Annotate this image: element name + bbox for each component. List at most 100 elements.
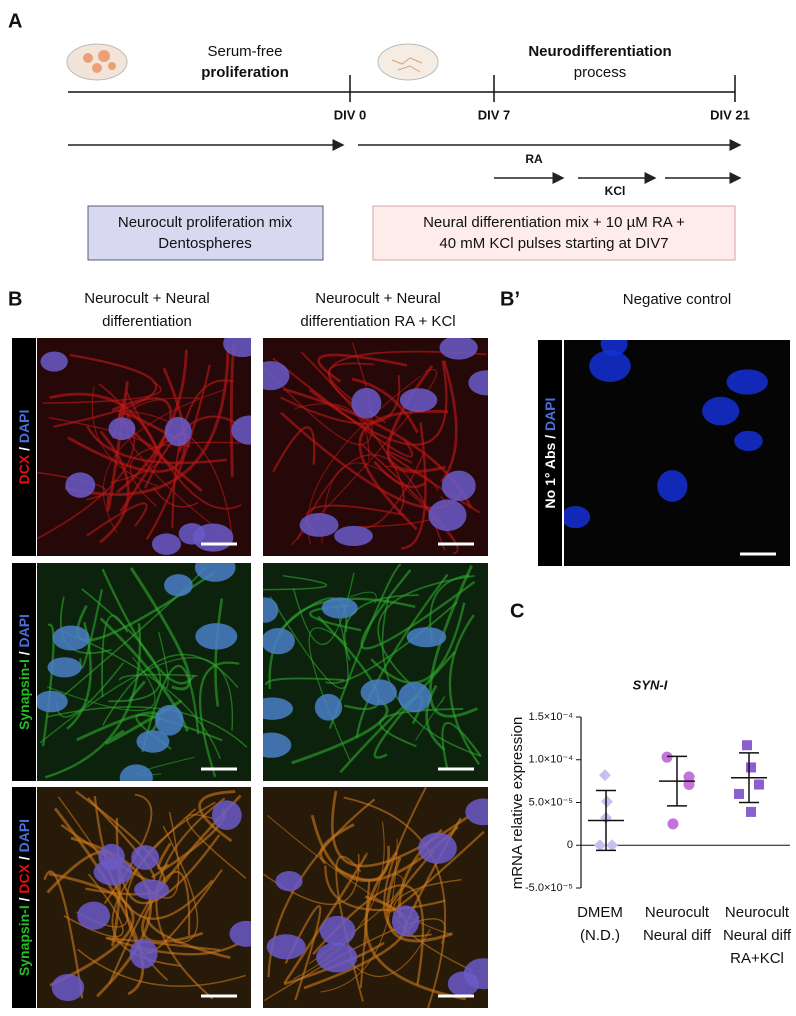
- fiber: [214, 598, 224, 707]
- fiber: [317, 353, 408, 383]
- fiber: [377, 575, 475, 690]
- nucleus: [263, 732, 292, 758]
- fiber: [360, 569, 476, 650]
- fiber: [263, 575, 328, 591]
- fiber: [41, 623, 55, 747]
- fiber: [108, 870, 191, 985]
- row-label-part: DCX: [16, 454, 32, 484]
- nucleus: [441, 470, 476, 502]
- nucleus: [734, 430, 763, 452]
- nucleus: [600, 340, 628, 356]
- nucleus: [40, 351, 68, 372]
- fiber: [145, 364, 211, 540]
- fiber: [42, 381, 162, 404]
- data-point: [734, 788, 744, 799]
- fiber: [105, 936, 240, 956]
- dish-icon: [66, 43, 128, 81]
- nucleus: [211, 800, 242, 831]
- column-header: Neurocult + Neural: [84, 290, 209, 307]
- row-label-part: /: [16, 443, 32, 455]
- fiber: [386, 465, 439, 492]
- nucleus: [391, 905, 420, 937]
- row-label-part: /: [16, 894, 32, 906]
- nucleus: [398, 682, 431, 713]
- image-content: [564, 340, 768, 529]
- y-tick-label: 1.0×10⁻⁴: [529, 754, 574, 766]
- fiber: [321, 462, 460, 547]
- image-content: [37, 563, 251, 781]
- fiber: [44, 623, 142, 779]
- row-label-part: Synapsin-I: [16, 659, 32, 730]
- x-tick-label: (N.D.): [580, 927, 620, 944]
- box: [372, 205, 736, 261]
- y-tick-label: 1.5×10⁻⁴: [529, 711, 574, 723]
- micrograph: [37, 787, 251, 1008]
- row-label: No 1° Abs / DAPI: [542, 398, 558, 509]
- data-point: [606, 839, 618, 852]
- fiber: [266, 814, 453, 936]
- fiber: [328, 563, 402, 730]
- nucleus: [726, 369, 768, 395]
- pulse-label: KCl: [605, 184, 626, 198]
- fiber: [86, 502, 148, 537]
- nucleus: [589, 350, 631, 382]
- nucleus: [399, 388, 438, 413]
- timepoint: DIV 0: [334, 107, 367, 122]
- row-label-part: /: [16, 852, 32, 864]
- panel-label: B: [8, 288, 22, 310]
- timepoint: DIV 7: [478, 107, 511, 122]
- nucleus: [231, 415, 251, 445]
- image-content: [263, 338, 488, 556]
- fiber: [400, 422, 427, 550]
- nucleus: [93, 858, 133, 886]
- nucleus: [77, 901, 111, 930]
- fiber: [107, 936, 221, 952]
- fiber: [448, 614, 481, 766]
- nucleus: [321, 597, 358, 619]
- nucleus: [37, 690, 68, 713]
- nucleus: [65, 472, 96, 498]
- nucleus: [47, 657, 82, 678]
- fiber: [46, 656, 156, 712]
- fiber: [425, 684, 446, 751]
- fiber: [186, 813, 247, 879]
- nucleus: [223, 338, 251, 358]
- nucleus: [229, 920, 251, 947]
- arrows: [68, 139, 742, 184]
- nucleus: [178, 522, 206, 545]
- micrograph: [263, 787, 488, 1008]
- nucleus: [194, 563, 236, 582]
- panel-title: Negative control: [623, 291, 731, 308]
- chart-title: SYN-I: [633, 677, 668, 692]
- fiber: [162, 825, 199, 944]
- fiber: [39, 656, 234, 744]
- fiber: [325, 601, 458, 685]
- x-tick-label: Neural diff: [643, 927, 712, 944]
- y-axis-label: mRNA relative expression: [509, 717, 526, 890]
- nucleus: [164, 574, 193, 597]
- fiber: [198, 790, 236, 843]
- fiber: [125, 391, 242, 510]
- fiber: [441, 722, 482, 770]
- row-label-part: Synapsin-I: [16, 905, 32, 976]
- micrograph: [564, 340, 790, 566]
- label-strip: [12, 338, 36, 556]
- box-text: Dentospheres: [158, 235, 251, 252]
- x-tick-label: Neurocult: [645, 904, 710, 921]
- y-tick-label: 0: [567, 839, 573, 851]
- fiber: [101, 568, 196, 685]
- phase-text: process: [574, 64, 627, 81]
- box-text: Neurocult proliferation mix: [118, 214, 293, 231]
- fiber: [300, 351, 405, 514]
- fiber: [392, 879, 474, 972]
- data-point: [599, 769, 611, 782]
- nucleus: [129, 938, 158, 969]
- nucleus: [134, 879, 170, 900]
- row-label-part: DCX: [16, 863, 32, 893]
- row-label-part: No 1° Abs: [542, 442, 558, 508]
- data-point: [742, 740, 752, 751]
- fiber: [129, 567, 191, 691]
- nucleus: [263, 627, 295, 655]
- nucleus: [702, 396, 740, 426]
